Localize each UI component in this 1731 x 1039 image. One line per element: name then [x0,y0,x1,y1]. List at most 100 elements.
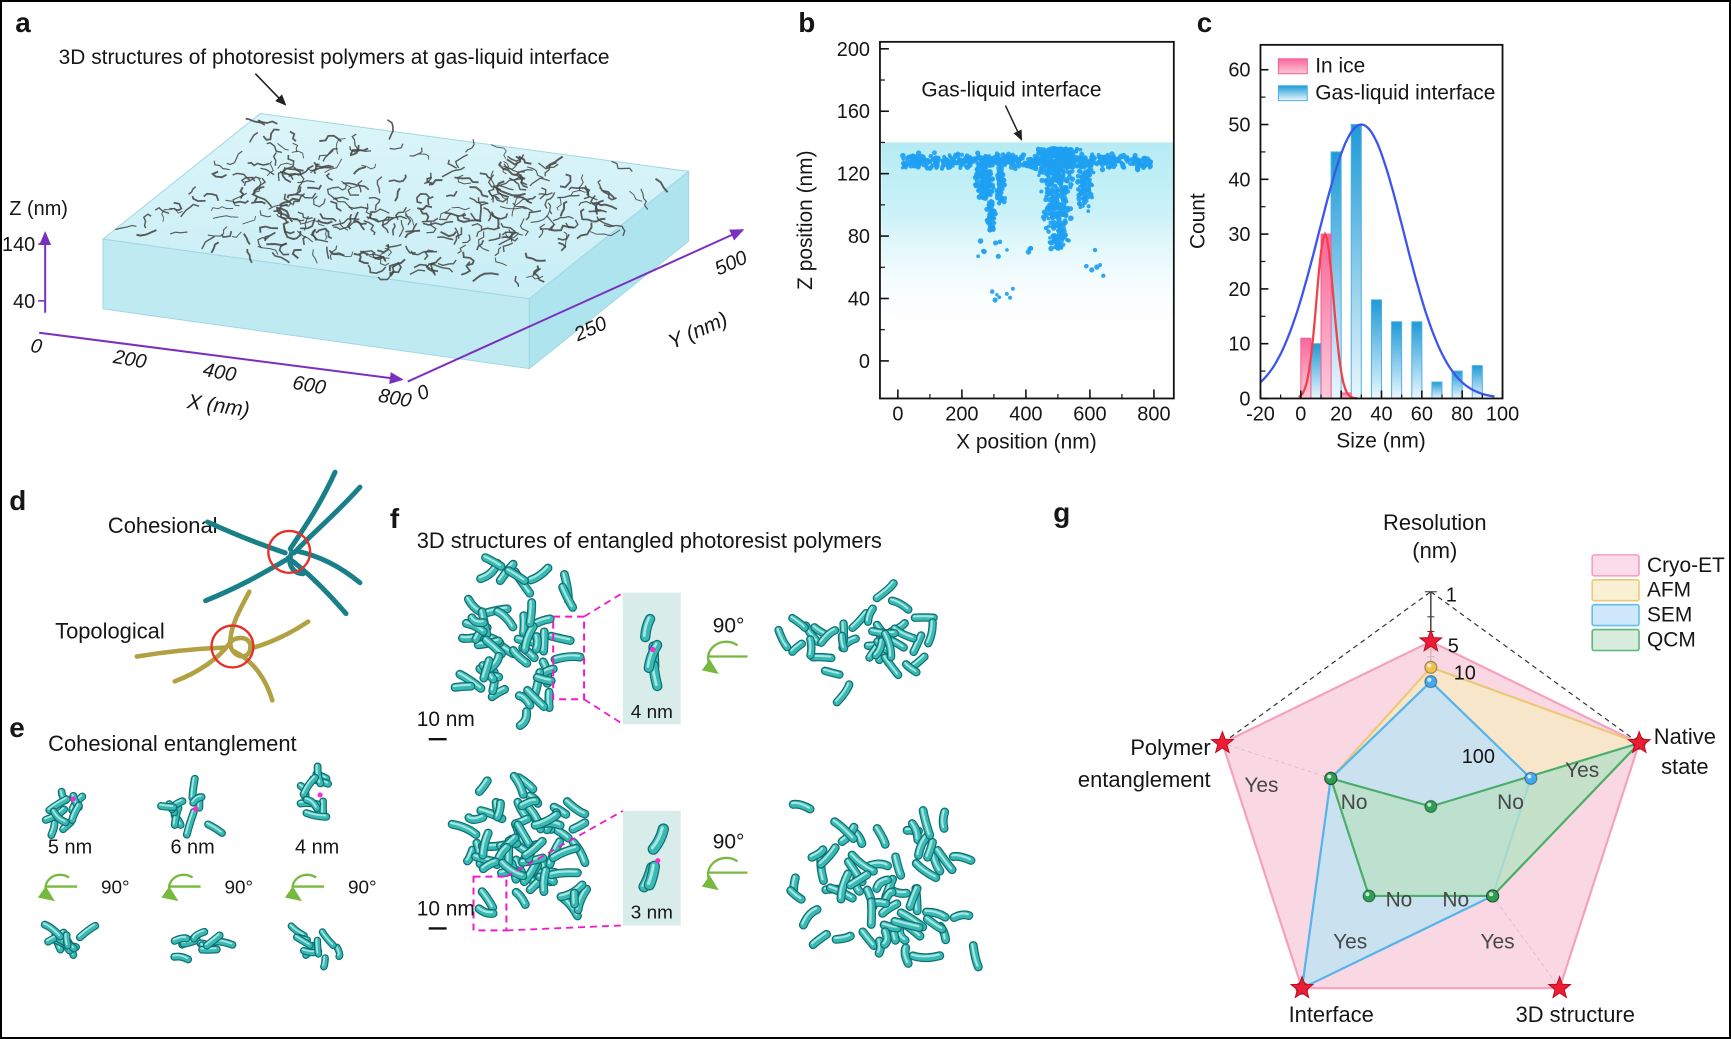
polymer-squiggle [170,231,188,235]
polymer-squiggle [545,215,556,229]
polymer-squiggle [494,257,507,267]
size-label-1: 5 nm [48,837,92,859]
polymer-squiggle [273,203,288,213]
polymer-squiggle [478,231,490,252]
polymer-squiggle [629,190,643,202]
polymer-squiggle [347,186,360,196]
polymer-squiggle [351,133,359,151]
c-y-axis-label: Count [1187,193,1210,249]
z-tick-label: 140 [2,234,35,256]
polymer-squiggle [494,196,509,203]
panel-f: f 3D structures of entangled photoresist… [390,503,983,972]
z-axis-label: Z (nm) [9,198,68,220]
polymer-squiggle [369,211,380,223]
entangled-polymer-cluster-top-rotated [774,579,938,707]
rotation-label-top: 90° [713,615,745,638]
polymer-squiggle [398,219,405,238]
tick-label: 30 [1228,224,1250,246]
histogram-bars [1300,124,1483,399]
polymer-squiggle [203,192,220,202]
native-yes-label: Yes [1565,759,1599,782]
polymer-squiggle [439,208,451,219]
star-marker [1418,628,1444,652]
panel-a-label: a [15,7,31,38]
polymer-squiggle [210,241,220,254]
axis-polymer-unit: entanglement [1078,767,1211,792]
rotation-label-2: 90° [224,878,253,899]
polymer-squiggle [526,275,544,280]
panel-e-label: e [9,712,25,743]
scatter-points [900,145,1154,303]
panel-f-label: f [390,503,400,534]
polymer-squiggle [451,206,470,211]
cohesional-label: Cohesional [108,513,218,538]
polymer-squiggle [353,211,366,231]
polymer-squiggle [427,195,434,206]
polymer-squiggle [538,162,559,170]
rotation-arrows-row [37,873,325,902]
histogram-bar [1350,124,1362,399]
entanglement-marker-dot [650,646,656,653]
polymer-squiggle [389,263,399,277]
entanglement-marker-dot [317,792,323,798]
polymer-squiggle [416,192,430,204]
polymer-squiggle [247,161,270,167]
tick-label: 0 [1295,403,1306,425]
polymer-squiggle [594,199,604,215]
polymer-squiggle [325,172,334,182]
polymer-squiggle [264,231,276,242]
tick-label: 600 [1073,403,1106,425]
x-tick-label: 400 [201,359,238,386]
polymer-squiggle [497,161,517,177]
x-axis-label: X (nm) [185,390,251,422]
polymer-squiggle [588,209,607,213]
polymer-squiggle [257,245,279,255]
polymer-squiggle [507,154,525,163]
axis-resolution-label: Resolution [1383,510,1487,535]
polymer-squiggle [409,269,426,275]
polymer-squiggle [405,222,418,233]
polymer-squiggle [496,177,524,187]
tick-label: 80 [1451,403,1473,425]
radar-markers [1210,628,1652,999]
radar-legend: Cryo-ET AFM SEM QCM [1591,554,1725,652]
panel-a-title: 3D structures of photoresist polymers at… [59,46,610,69]
polymer-squiggle [266,242,288,247]
polymer-squiggle [366,216,390,223]
polymer-squiggle [596,216,615,227]
polymer-squiggle [226,150,243,166]
polymer-squiggle [494,246,502,257]
fit-curve [1259,123,1495,398]
polymer-squiggle [322,148,338,162]
polymer-squiggle [476,239,485,251]
polymer-squiggle [547,202,553,215]
polymer-squiggle [372,252,385,259]
polymer-squiggle [307,184,322,190]
panel-c-label: c [1197,7,1213,38]
scale-bar-label-bottom: 10 nm [417,897,475,920]
polymer-squiggle [180,203,200,218]
polymer-squiggle [419,209,430,222]
polymer-squiggle [405,213,412,226]
polymer-squiggle [502,160,510,175]
interface-annotation: Gas-liquid interface [921,79,1101,102]
plot-frame [879,40,1175,400]
polymer-squiggle [313,166,332,175]
polymer-squiggle [361,163,377,170]
polymer-squiggle [512,202,533,212]
polymer-squiggle [188,186,197,195]
histogram-bar [1370,299,1383,399]
polymer-squiggle [559,200,568,217]
polymer-squiggle [366,253,387,263]
polymer-squiggle [333,222,354,231]
polymer-squiggle [310,229,317,241]
polymer-squiggle [376,176,383,194]
polymer-squiggle [297,211,313,220]
cohesional-strands-illustration [203,469,363,617]
polymer-squiggle [578,200,592,207]
polymer-squiggle [471,223,483,238]
polymer-squiggle [491,211,509,220]
polymer-squiggle [283,171,294,180]
polymer-squiggle [330,200,342,212]
